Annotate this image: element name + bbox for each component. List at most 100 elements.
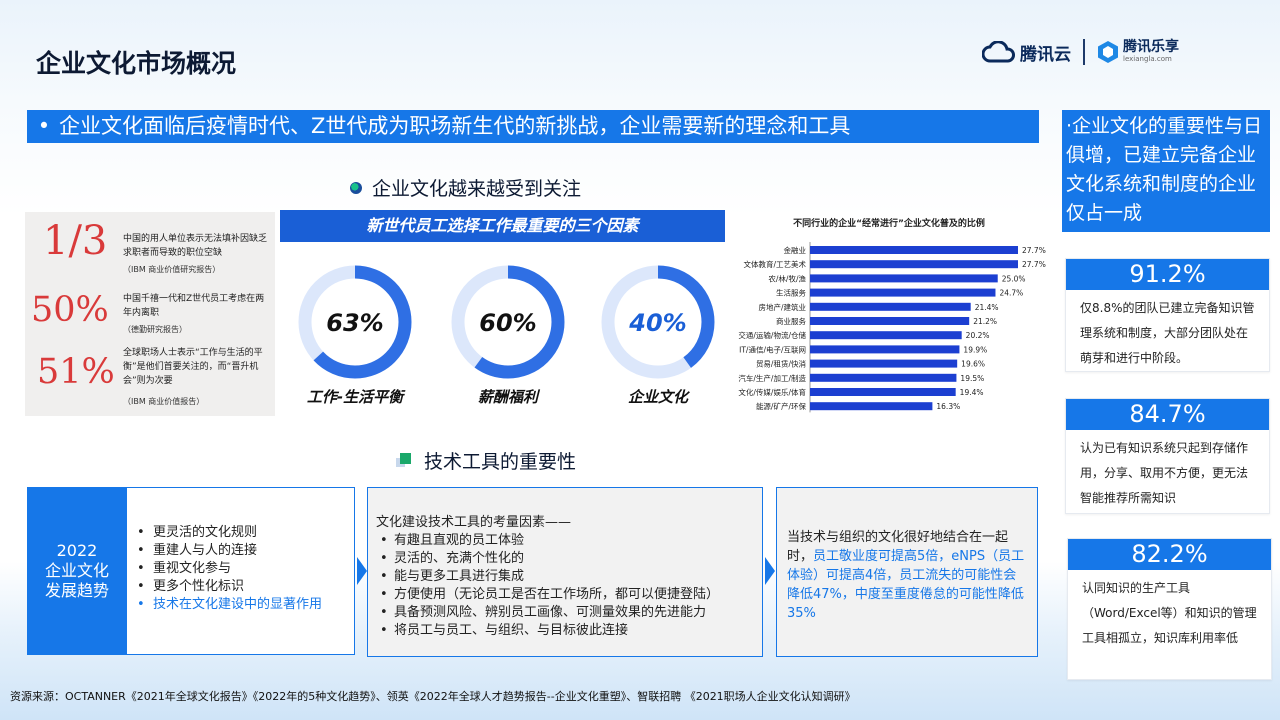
tool-factor-text: 能与更多工具进行集成 [394,569,525,584]
list-item: • 重建人与人的连接 [137,543,258,558]
category-label: 金融业 [784,245,807,255]
data-label: 25.0% [1002,274,1026,283]
data-label: 27.7% [1022,246,1046,255]
page-title: 企业文化市场概况 [36,49,237,78]
trend-title-line: 2022 [56,541,98,560]
stat-description: 全球职场人士表示“工作与生活的平衡”是他们首要关注的，而“晋升机会”则为次要 [123,348,263,386]
side-card-text: 认同知识的生产工具（Word/Excel等）和知识的管理工具相孤立，知识库利用率… [1082,581,1257,645]
bullet-square-icon [396,452,412,469]
ring-value: 60% [479,309,536,337]
chart-title: 不同行业的企业“经常进行”企业文化普及的比例 [793,219,985,229]
lexiang-logo-text: 腾讯乐享 [1123,39,1179,55]
section-attention-heading: 企业文化越来越受到关注 [350,174,581,201]
industry-bar-chart: 不同行业的企业“经常进行”企业文化普及的比例 金融业 27.7% 文体教育/工艺美术… [728,210,1050,418]
tool-factor-text: 具备预测风险、辨别员工画像、可测量效果的先进能力 [394,605,707,620]
ring-progress [298,265,412,379]
side-summary: ·企业文化的重要性与日俱增，已建立完备企业文化系统和制度的企业仅占一成 [1062,110,1270,232]
impact-box: 当技术与组织的文化很好地结合在一起时，员工敬业度可提高5倍，eNPS（员工体验）… [776,487,1038,657]
stat-source: （IBM 商业价值研究报告） [123,265,221,274]
bullet-dot-icon [350,181,362,194]
list-item: • 有趣且直观的员工体验 [380,533,525,548]
tool-factor-text: 灵活的、充满个性化的 [394,551,525,566]
tencent-cloud-logo-text: 腾讯云 [1020,44,1071,65]
category-label: 商业服务 [776,316,806,326]
side-card-value: 82.2% [1068,539,1271,570]
data-label: 19.4% [960,388,984,397]
bar [810,246,1018,254]
list-item: • 更多个性化标识 [137,579,245,594]
data-label: 16.3% [936,402,960,411]
stat-value: 51% [37,352,115,392]
data-label: 20.2% [966,331,990,340]
arrow-right-icon [765,557,775,585]
list-item: • 灵活的、充满个性化的 [380,551,525,566]
impact-text: 当技术与组织的文化很好地结合在一起时， [787,530,1009,564]
tool-factor-text: 有趣且直观的员工体验 [394,533,525,548]
banner-bullet: • [37,114,51,138]
side-card: 82.2% 认同知识的生产工具（Word/Excel等）和知识的管理工具相孤立，… [1067,538,1272,680]
lexiang-logo-icon [1098,41,1118,63]
category-label: 文体教育/工艺美术 [743,259,806,269]
bar [810,402,933,411]
cloud-icon [982,41,1015,63]
section-tools-title: 技术工具的重要性 [424,451,577,473]
trend-list: • 更灵活的文化规则 • 重建人与人的连接 • 重视文化参与 • 更多个性化标识 • 技术… [127,487,355,655]
three-factors-header: 新世代员工选择工作最重要的三个因素 [280,210,725,242]
bar [810,302,971,311]
factor-label: 企业文化 [627,388,688,406]
side-card-text: 仅8.8%的团队已建立完备知识管理系统和制度，大部分团队处在萌芽和进行中阶段。 [1080,301,1255,365]
section-tools-heading: 技术工具的重要性 [396,447,576,474]
stat-value: 50% [31,290,109,330]
list-item: • 更灵活的文化规则 [137,525,258,540]
factor-rings: 63% 60% 40% [298,265,715,379]
category-label: 贸易/租赁/快消 [756,359,807,369]
list-item: • 将员工与员工、与组织、与目标彼此连接 [380,623,629,638]
bar [810,388,956,396]
data-label: 21.2% [973,317,997,326]
source-footnote: 资源来源：OCTANNER《2021年全球文化报告》《2022年的5种文化趋势》… [10,690,856,703]
data-label: 24.7% [999,289,1023,298]
tool-factors-title: 文化建设技术工具的考量因素—— [376,515,572,530]
stat-value: 1/3 [43,218,108,264]
tool-factor-text: 将员工与员工、与组织、与目标彼此连接 [394,623,629,638]
category-label: 生活服务 [776,288,806,298]
side-card-value: 91.2% [1066,259,1269,290]
bar [810,260,1018,269]
banner-text: 企业文化面临后疫情时代、Z世代成为职场新生代的新挑战，企业需要新的理念和工具 [59,114,851,138]
stat-source: （德勤研究报告） [123,325,187,334]
list-item: • 具备预测风险、辨别员工画像、可测量效果的先进能力 [380,605,707,620]
factor-label: 薪酬福利 [477,388,538,406]
stats-panel: 1/3 中国的用人单位表示无法填补因缺乏求职者而导致的职位空缺 （IBM 商业价… [25,212,275,416]
side-card-text: 认为已有知识系统只起到存储作用，分享、取用不方便，更无法智能推荐所需知识 [1080,441,1249,505]
bar [810,359,958,368]
three-factors-panel: 新世代员工选择工作最重要的三个因素 63% 60% 40% 工作-生活平衡 薪酬福利… [280,210,725,416]
category-label: 农/林/牧/渔 [768,273,806,283]
stat-source: （IBM 商业价值报告） [123,397,205,406]
trend-item-text: 重建人与人的连接 [153,543,258,558]
list-item: • 重视文化参与 [137,561,232,576]
bar [810,274,998,283]
stat-description: 中国的用人单位表示无法填补因缺乏求职者而导致的职位空缺 [123,234,268,258]
stat-description: 中国千禧一代和Z世代员工考虑在两年内离职 [123,294,265,318]
bar [810,317,970,325]
trend-title-line: 发展趋势 [44,581,109,600]
category-label: 能源/矿产/环保 [756,401,807,411]
trend-item-text: 技术在文化建设中的显著作用 [153,597,323,612]
section-attention-title: 企业文化越来越受到关注 [372,178,582,200]
data-label: 19.9% [963,345,987,354]
trend-item-text: 更灵活的文化规则 [153,525,258,540]
impact-highlight: 员工敬业度可提高5倍，eNPS（员工体验）可提高4倍，员工流失的可能性会降低47… [787,549,1025,621]
trend-title-box: 2022 企业文化 发展趋势 [27,487,127,655]
ring-progress [601,265,715,379]
side-card: 84.7% 认为已有知识系统只起到存储作用，分享、取用不方便，更无法智能推荐所需… [1065,398,1270,514]
category-label: IT/通信/电子/互联网 [739,344,806,354]
bar [810,288,996,297]
bar [810,373,957,382]
tool-factors-box: 文化建设技术工具的考量因素—— • 有趣且直观的员工体验 • 灵活的、充满个性化的 … [367,487,763,657]
list-item: • 技术在文化建设中的显著作用 [137,597,323,612]
factor-label: 工作-生活平衡 [306,388,404,406]
lexiang-url: lexiangla.com [1123,55,1172,63]
list-item: • 方便使用（无论员工是否在工作场所，都可以便捷登陆） [380,587,720,602]
tool-factor-text: 方便使用（无论员工是否在工作场所，都可以便捷登陆） [394,587,720,602]
bar [810,331,962,340]
